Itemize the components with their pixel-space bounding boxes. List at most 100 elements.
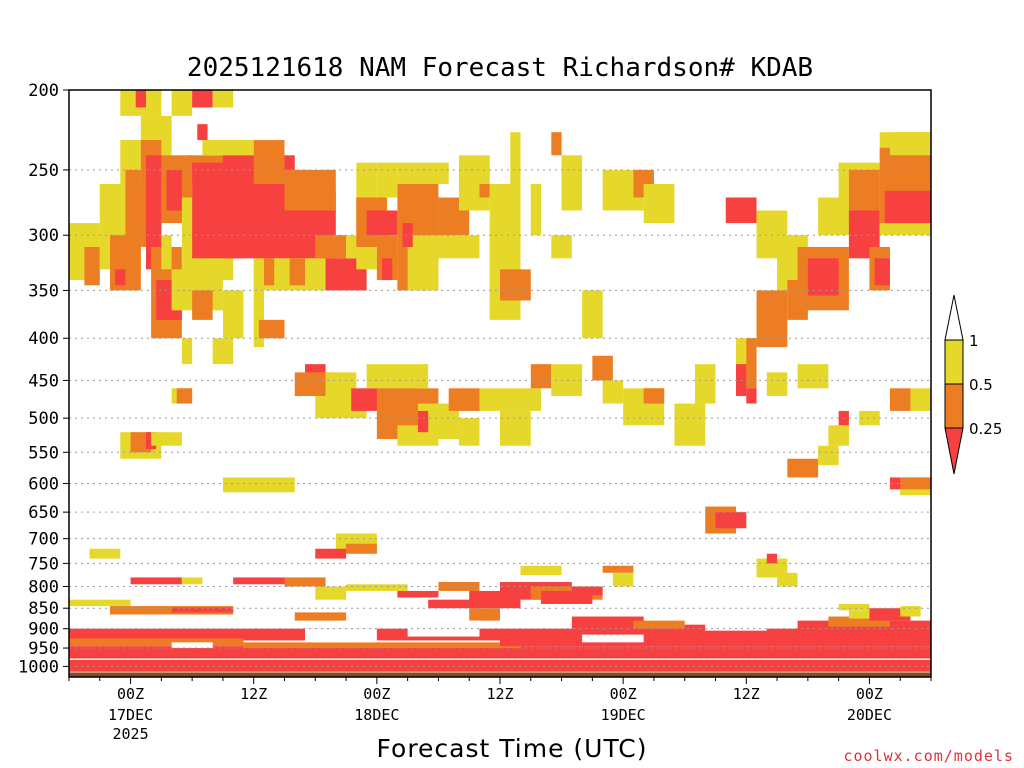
heat-cell-clear <box>69 658 931 660</box>
y-tick-label: 700 <box>28 530 59 550</box>
heat-cell-high <box>756 558 788 578</box>
heat-cell-clear <box>407 620 480 637</box>
plot-frame <box>68 89 932 678</box>
heat-cell-low <box>715 512 747 529</box>
x-tick-date-label: 20DEC <box>847 706 892 724</box>
x-tick-label: 00Z <box>856 685 883 703</box>
heat-cell-clear <box>582 634 644 643</box>
heat-cell-mid <box>479 183 490 198</box>
heat-cell-mid <box>602 565 634 573</box>
heat-cell-high <box>612 572 634 587</box>
y-tick-label: 850 <box>28 599 59 619</box>
heat-cell-high <box>551 235 572 259</box>
heat-cell-mid <box>889 388 911 411</box>
heat-cell-high <box>510 132 521 236</box>
legend-label: 1 <box>969 332 979 350</box>
heat-cell-high <box>202 140 254 156</box>
heat-cell-low <box>192 90 213 108</box>
heat-cell-high <box>346 584 408 591</box>
heat-cell-clear <box>305 628 377 643</box>
heat-cell-low <box>807 258 839 296</box>
y-tick-label: 950 <box>28 639 59 659</box>
y-tick-label: 900 <box>28 620 59 640</box>
legend-label: 0.5 <box>969 376 993 394</box>
heat-cell-mid <box>592 355 613 381</box>
heat-cell-mid <box>756 290 788 348</box>
y-tick-label: 650 <box>28 503 59 523</box>
heat-cell-mid <box>438 581 480 591</box>
x-tick-label: 00Z <box>117 685 144 703</box>
x-tick-label: 12Z <box>733 685 760 703</box>
heat-cell-low <box>746 388 757 404</box>
heat-cell-high <box>766 372 788 397</box>
heat-cell-low <box>402 223 413 247</box>
heat-cell-mid <box>346 543 377 554</box>
heat-cell-clear <box>171 642 213 649</box>
heat-cell-high <box>151 432 182 446</box>
heat-cell-high <box>818 445 839 466</box>
heat-cell-mid <box>643 388 665 404</box>
heat-cell-high <box>643 183 675 224</box>
heat-cell-low <box>428 599 480 609</box>
heat-cell-mid <box>448 388 480 411</box>
y-tick-label: 800 <box>28 577 59 597</box>
chart-title: 2025121618 NAM Forecast Richardson# KDAB <box>187 53 813 83</box>
heat-cell-high <box>561 155 583 211</box>
heat-cell-high <box>376 162 398 198</box>
heat-cell-high <box>222 290 244 339</box>
credit-text: coolwx.com/models <box>843 747 1014 765</box>
heat-cell-low <box>130 577 182 585</box>
heat-cell-low <box>874 258 890 286</box>
heat-cell-mid <box>84 246 100 286</box>
heat-cell-high <box>325 372 357 397</box>
x-tick-label: 12Z <box>240 685 267 703</box>
heat-cell-high <box>315 586 347 600</box>
heat-cell-high <box>777 572 798 587</box>
heat-cell-mid <box>284 169 336 211</box>
heat-cell-mid <box>253 140 285 184</box>
y-tick-label: 400 <box>28 329 59 349</box>
heat-cell-mid <box>469 608 500 621</box>
heat-cell-low <box>145 155 162 270</box>
heat-cell-mid <box>530 364 552 389</box>
heat-cell-mid <box>243 642 521 649</box>
heat-cell-low <box>725 197 757 224</box>
heat-cell-high <box>797 364 829 389</box>
heat-cell-high <box>181 577 203 585</box>
heat-cell-high <box>69 599 131 607</box>
heat-cell-low <box>233 577 285 585</box>
x-tick-date-label: 17DEC <box>108 706 153 724</box>
y-tick-label: 550 <box>28 443 59 463</box>
heat-cell-ground <box>69 672 931 677</box>
heat-cell-high <box>222 477 295 493</box>
x-axis-title: Forecast Time (UTC) <box>377 734 648 763</box>
heat-cell-high <box>900 489 931 496</box>
y-tick-label: 300 <box>28 226 59 246</box>
heat-cell-high <box>171 90 193 116</box>
heat-cell-high <box>181 338 193 365</box>
heat-cell-mid <box>192 290 213 320</box>
x-tick-date-label: 19DEC <box>601 706 646 724</box>
heat-cell-high <box>889 132 931 156</box>
legend-swatch <box>944 383 964 429</box>
heat-cell-mid <box>787 458 819 478</box>
y-axis: 200 250 300 350 400 450 500 550 600 650 700 750 8008… <box>18 81 69 677</box>
heat-cell-low <box>197 124 208 141</box>
heat-cell-mid <box>315 235 347 259</box>
legend: 1 0.5 0.25 <box>944 294 1002 475</box>
heat-cell-low <box>315 548 347 559</box>
heat-cell-high <box>89 548 121 559</box>
heat-cell-low <box>171 607 234 613</box>
legend-swatch <box>944 339 964 385</box>
heat-cell-low <box>69 628 931 641</box>
heat-cell-high <box>397 162 449 184</box>
heat-cell-high <box>500 410 531 446</box>
legend-label: 0.25 <box>969 420 1002 438</box>
heat-cell-high <box>582 290 603 339</box>
heat-cell-mid <box>551 132 562 156</box>
heat-cell-low <box>884 190 931 224</box>
heat-cell-mid <box>828 616 890 627</box>
heat-cell-low <box>766 553 778 564</box>
heat-cell-high <box>458 155 490 211</box>
